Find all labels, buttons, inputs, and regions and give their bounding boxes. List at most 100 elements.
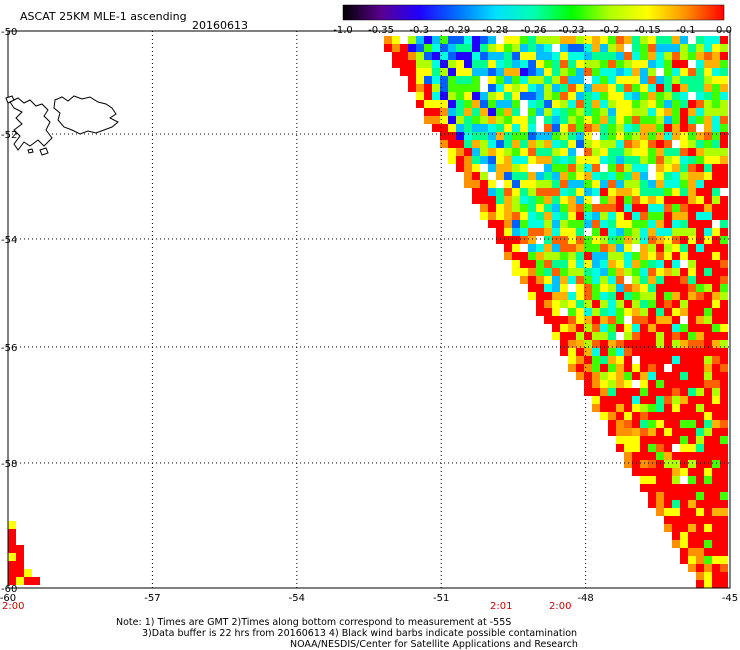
swath-cell	[720, 52, 728, 60]
swath-cell	[480, 132, 488, 140]
swath-cell	[528, 108, 536, 116]
swath-cell	[672, 468, 680, 476]
swath-cell	[472, 196, 480, 204]
swath-cell	[544, 236, 552, 244]
note-line-3: NOAA/NESDIS/Center for Satellite Applica…	[290, 639, 578, 650]
swath-cell	[624, 228, 632, 236]
swath-cell	[464, 132, 472, 140]
swath-cell	[696, 52, 704, 60]
swath-cell	[576, 76, 584, 84]
swath-cell	[712, 404, 720, 412]
swath-cell	[640, 124, 648, 132]
swath-cell	[560, 268, 568, 276]
swath-cell	[520, 196, 528, 204]
swath-cell	[536, 300, 544, 308]
swath-cell	[648, 196, 656, 204]
swath-cell	[704, 180, 712, 188]
swath-cell	[688, 372, 696, 380]
swath-cell	[424, 52, 432, 60]
swath-cell	[704, 548, 712, 556]
swath-cell	[488, 44, 496, 52]
swath-cell	[520, 124, 528, 132]
swath-cell	[664, 76, 672, 84]
swath-cell	[576, 268, 584, 276]
swath-cell	[528, 196, 536, 204]
swath-cell	[624, 308, 632, 316]
swath-cell	[584, 356, 592, 364]
swath-cell	[712, 276, 720, 284]
swath-cell	[488, 52, 496, 60]
swath-cell	[552, 180, 560, 188]
swath-cell	[576, 92, 584, 100]
swath-cell	[680, 276, 688, 284]
swath-cell	[680, 252, 688, 260]
swath-cell	[480, 196, 488, 204]
swath-cell	[656, 220, 664, 228]
swath-cell	[712, 468, 720, 476]
swath-cell	[536, 140, 544, 148]
swath-cell	[448, 44, 456, 52]
swath-cell	[552, 108, 560, 116]
swath-cell	[600, 308, 608, 316]
swath-cell	[680, 316, 688, 324]
swath-cell	[712, 148, 720, 156]
swath-cell	[640, 468, 648, 476]
swath-cell	[696, 572, 704, 580]
swath-cell	[640, 268, 648, 276]
swath-cell	[656, 500, 664, 508]
swath-cell	[616, 276, 624, 284]
swath-cell	[592, 52, 600, 60]
swath-cell	[672, 36, 680, 44]
swath-cell	[616, 436, 624, 444]
swath-cell	[712, 92, 720, 100]
swath-cell	[648, 332, 656, 340]
swath-cell	[416, 92, 424, 100]
swath-cell	[608, 212, 616, 220]
swath-cell	[544, 268, 552, 276]
swath-cell	[720, 60, 728, 68]
swath-cell	[640, 52, 648, 60]
swath-cell	[520, 172, 528, 180]
swath-cell	[544, 308, 552, 316]
swath-cell	[704, 308, 712, 316]
swath-cell	[552, 132, 560, 140]
swath-cell	[520, 148, 528, 156]
swath-cell	[592, 236, 600, 244]
swath-cell	[664, 516, 672, 524]
swath-cell	[680, 388, 688, 396]
swath-cell	[624, 460, 632, 468]
swath-cell	[440, 100, 448, 108]
swath-cell	[512, 52, 520, 60]
swath-cell	[680, 180, 688, 188]
swath-cell	[512, 244, 520, 252]
swath-cell	[648, 308, 656, 316]
swath-cell	[608, 44, 616, 52]
swath-cell	[624, 420, 632, 428]
swath-cell	[696, 308, 704, 316]
swath-cell	[600, 100, 608, 108]
swath-cell	[648, 316, 656, 324]
swath-cell	[576, 276, 584, 284]
swath-cell	[688, 420, 696, 428]
swath-cell	[688, 316, 696, 324]
swath-cell	[592, 116, 600, 124]
swath-cell	[592, 92, 600, 100]
swath-cell	[672, 292, 680, 300]
swath-cell	[672, 308, 680, 316]
swath-cell	[696, 300, 704, 308]
time-label-left: 2:00	[2, 601, 24, 612]
swath-cell	[696, 276, 704, 284]
swath-cell	[488, 84, 496, 92]
swath-cell	[664, 492, 672, 500]
swath-cell	[640, 220, 648, 228]
swath-cell	[672, 404, 680, 412]
swath-cell	[560, 156, 568, 164]
swath-cell	[656, 444, 664, 452]
swath-cell	[664, 92, 672, 100]
swath-cell	[720, 188, 728, 196]
swath-cell	[488, 196, 496, 204]
swath-cell	[560, 108, 568, 116]
swath-cell	[720, 532, 728, 540]
swath-cell	[640, 244, 648, 252]
swath-cell	[712, 116, 720, 124]
